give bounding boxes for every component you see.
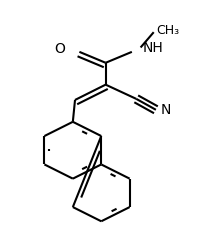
Text: O: O xyxy=(54,42,65,56)
Text: N: N xyxy=(161,103,171,117)
Text: CH₃: CH₃ xyxy=(156,24,180,37)
Text: NH: NH xyxy=(143,41,163,55)
